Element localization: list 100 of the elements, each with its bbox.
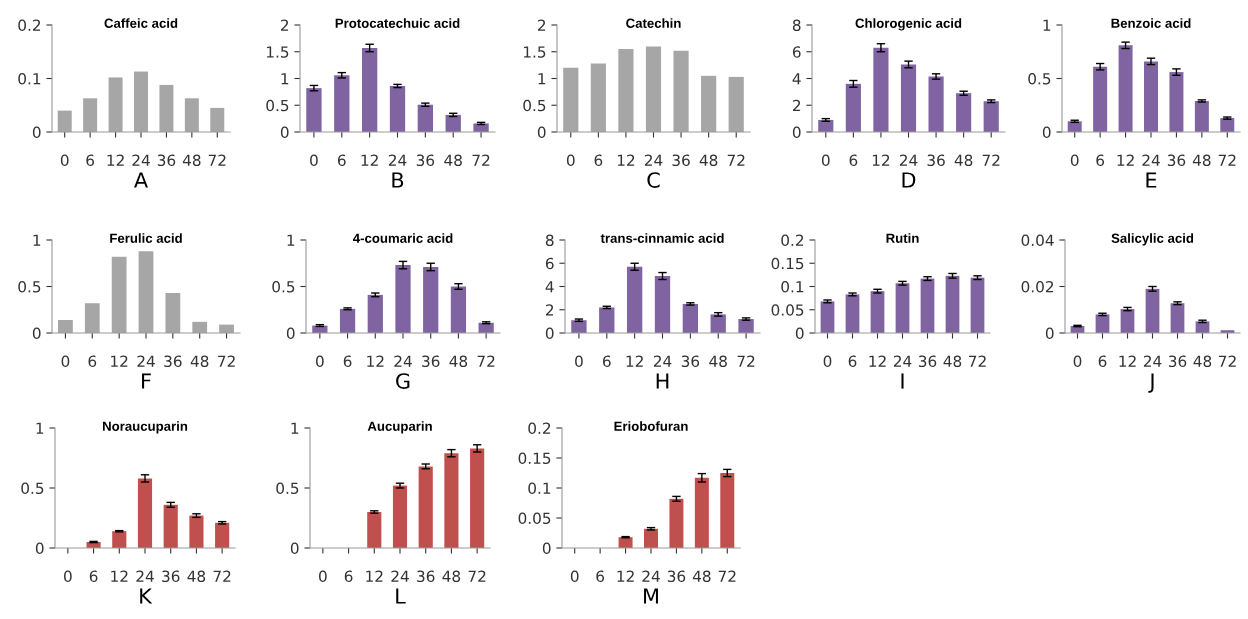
bar <box>820 301 835 333</box>
x-tick-label: 24 <box>1142 154 1160 166</box>
x-axis-title: G <box>396 373 410 389</box>
bar <box>701 75 717 132</box>
x-axis-title: I <box>901 373 904 389</box>
x-tick-label: 6 <box>602 355 611 368</box>
x-tick-label: 6 <box>89 570 98 583</box>
x-tick-label: 0 <box>60 154 69 167</box>
bar <box>339 308 356 333</box>
bar <box>163 504 178 548</box>
x-tick-label: 72 <box>477 355 495 367</box>
chart-title: Ferulic acid <box>110 233 182 243</box>
bar <box>418 466 433 548</box>
x-tick-label: 6 <box>596 570 605 583</box>
y-tick-label: 4 <box>545 281 554 293</box>
x-tick-label: 12 <box>626 355 643 367</box>
y-tick-label: 0.2 <box>781 234 804 247</box>
y-tick-label: 0 <box>1042 126 1051 139</box>
bar <box>423 266 439 333</box>
bar <box>645 46 662 132</box>
y-tick-label: 0.1 <box>18 72 41 85</box>
bar <box>873 47 889 132</box>
bar <box>945 275 960 333</box>
bar <box>845 83 861 132</box>
bar <box>189 515 204 548</box>
y-tick-label: 1 <box>36 422 44 434</box>
bar <box>571 320 587 333</box>
x-tick-label: 12 <box>361 154 378 166</box>
y-tick-label: 2 <box>792 99 801 112</box>
x-tick-label: 24 <box>644 154 663 166</box>
bar <box>1145 288 1160 333</box>
x-tick-label: 24 <box>893 355 912 367</box>
chart-title: Aucuparin <box>367 421 432 434</box>
y-tick-label: 1 <box>291 422 299 434</box>
bar <box>137 478 153 548</box>
chart-title: Salicylic acid <box>1111 233 1194 246</box>
x-tick-label: 48 <box>449 355 468 368</box>
bar <box>1095 314 1110 333</box>
bar <box>389 85 406 132</box>
chart-title: trans-cinnamic acid <box>600 233 724 243</box>
x-tick-label: 12 <box>872 154 890 166</box>
x-tick-label: 12 <box>107 154 124 166</box>
y-tick-label: 4 <box>792 73 801 85</box>
x-tick-label: 0 <box>821 154 830 167</box>
bar <box>473 123 489 132</box>
x-tick-label: 0 <box>64 570 72 583</box>
y-tick-label: 8 <box>545 234 554 247</box>
y-tick-label: 0 <box>290 542 299 555</box>
x-tick-label: 72 <box>218 355 235 367</box>
bar <box>450 286 467 333</box>
x-tick-label: 0 <box>566 154 575 167</box>
x-tick-label: 36 <box>672 154 690 167</box>
x-tick-label: 12 <box>617 570 634 582</box>
x-tick-label: 48 <box>1192 154 1211 167</box>
x-tick-label: 48 <box>943 355 962 368</box>
bar <box>599 307 615 333</box>
y-tick-label: 0 <box>792 126 801 139</box>
bar <box>108 77 123 132</box>
x-tick-label: 0 <box>310 154 318 167</box>
x-tick-label: 36 <box>417 570 435 583</box>
x-tick-label: 6 <box>1096 154 1105 167</box>
x-tick-label: 0 <box>575 355 583 368</box>
y-tick-label: 0 <box>35 542 44 555</box>
x-tick-label: 48 <box>187 570 206 583</box>
bar <box>590 63 606 132</box>
bar <box>845 294 860 333</box>
y-tick-label: 0 <box>1045 327 1054 340</box>
y-tick-label: 0.05 <box>518 512 551 525</box>
bar <box>920 278 935 333</box>
y-tick-label: 6 <box>792 46 801 58</box>
bar <box>159 84 174 132</box>
x-tick-label: 36 <box>1168 355 1187 368</box>
x-tick-label: 48 <box>699 154 718 167</box>
x-axis-title: C <box>647 172 660 188</box>
y-tick-label: 2 <box>545 304 554 316</box>
y-tick-label: 2 <box>537 19 546 31</box>
chart-title: Noraucuparin <box>103 421 188 434</box>
chart-title: Chlorogenic acid <box>855 18 962 31</box>
chart-title: Catechin <box>626 18 681 28</box>
bar <box>112 531 127 548</box>
y-tick-label: 0.5 <box>276 482 299 495</box>
x-tick-label: 24 <box>136 570 154 582</box>
y-tick-label: 0 <box>280 126 289 139</box>
y-tick-label: 2 <box>280 19 289 31</box>
x-tick-label: 48 <box>182 154 201 167</box>
y-tick-label: 0 <box>537 126 546 139</box>
bar <box>83 98 98 132</box>
y-tick-label: 0.1 <box>528 482 551 495</box>
y-tick-label: 0.2 <box>528 422 551 435</box>
y-tick-label: 0 <box>32 327 41 340</box>
y-tick-label: 1.5 <box>523 46 546 58</box>
bar <box>192 321 208 333</box>
x-axis-title: D <box>902 172 916 188</box>
bar <box>720 473 735 548</box>
chart-title: Benzoic acid <box>1111 18 1191 28</box>
y-tick-label: 6 <box>545 257 554 270</box>
chart-title: 4-coumaric acid <box>352 233 453 243</box>
x-tick-label: 24 <box>1143 355 1162 367</box>
x-tick-label: 0 <box>1070 154 1079 167</box>
x-axis-title: F <box>142 373 151 389</box>
